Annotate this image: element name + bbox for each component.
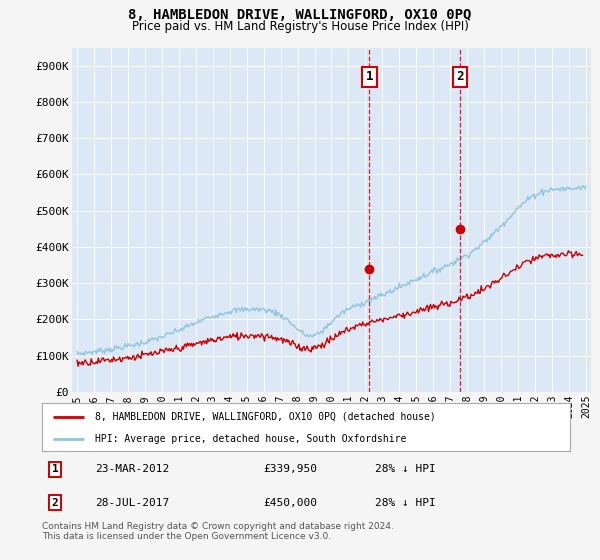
- Text: HPI: Average price, detached house, South Oxfordshire: HPI: Average price, detached house, Sout…: [95, 434, 406, 444]
- Text: 28-JUL-2017: 28-JUL-2017: [95, 497, 169, 507]
- Text: 1: 1: [52, 464, 59, 474]
- Text: Price paid vs. HM Land Registry's House Price Index (HPI): Price paid vs. HM Land Registry's House …: [131, 20, 469, 32]
- Text: £450,000: £450,000: [264, 497, 318, 507]
- Text: 2: 2: [52, 497, 59, 507]
- Text: 28% ↓ HPI: 28% ↓ HPI: [374, 497, 436, 507]
- Text: Contains HM Land Registry data © Crown copyright and database right 2024.
This d: Contains HM Land Registry data © Crown c…: [42, 522, 394, 542]
- Text: 8, HAMBLEDON DRIVE, WALLINGFORD, OX10 0PQ (detached house): 8, HAMBLEDON DRIVE, WALLINGFORD, OX10 0P…: [95, 412, 436, 422]
- Text: 1: 1: [365, 70, 373, 83]
- Text: 2: 2: [457, 70, 464, 83]
- Text: 28% ↓ HPI: 28% ↓ HPI: [374, 464, 436, 474]
- Text: £339,950: £339,950: [264, 464, 318, 474]
- Text: 8, HAMBLEDON DRIVE, WALLINGFORD, OX10 0PQ: 8, HAMBLEDON DRIVE, WALLINGFORD, OX10 0P…: [128, 8, 472, 22]
- Text: 23-MAR-2012: 23-MAR-2012: [95, 464, 169, 474]
